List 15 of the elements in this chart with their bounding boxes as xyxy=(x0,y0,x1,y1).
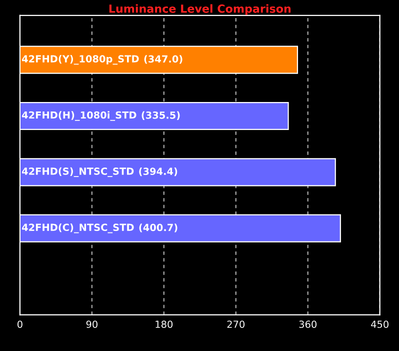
y-tick-label: 42FHD(C)_NTSC_STD xyxy=(22,224,134,234)
x-tick-label: 270 xyxy=(227,320,245,328)
data-label: (394.4) xyxy=(139,167,178,176)
x-tick-label: 180 xyxy=(156,320,173,328)
chart-title: Luminance Level Comparison xyxy=(109,4,291,15)
x-tick-label: 90 xyxy=(86,320,98,328)
x-tick-label: 0 xyxy=(18,320,22,328)
data-label: (335.5) xyxy=(142,111,180,120)
y-tick-label: 42FHD(S)_NTSC_STD xyxy=(22,167,134,177)
y-tick-label: 42FHD(H)_1080i_STD xyxy=(22,111,136,121)
x-tick-label: 360 xyxy=(299,320,316,328)
y-tick-label: 42FHD(Y)_1080p_STD xyxy=(22,54,139,65)
x-tick-label: 450 xyxy=(371,320,388,328)
data-label: (347.0) xyxy=(144,55,182,64)
data-label: (400.7) xyxy=(139,224,178,232)
